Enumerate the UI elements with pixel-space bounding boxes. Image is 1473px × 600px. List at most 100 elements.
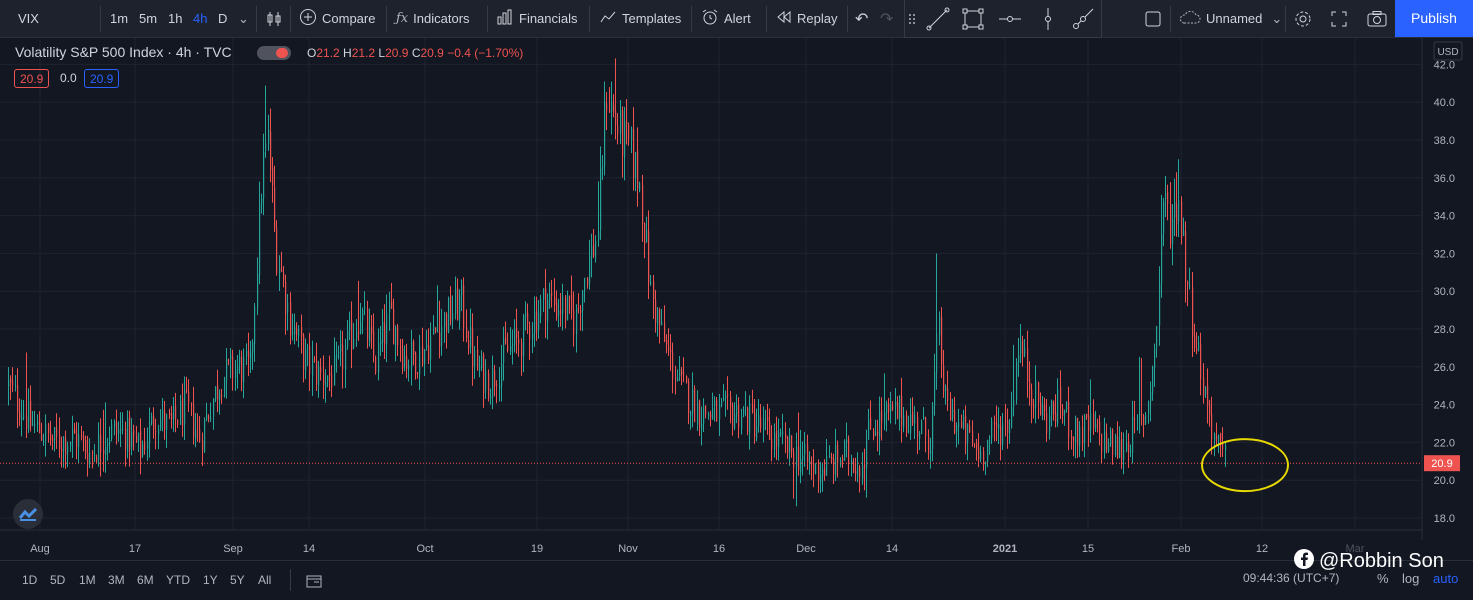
candle-body	[593, 244, 595, 257]
candle-body	[239, 356, 241, 365]
percent-toggle[interactable]: %	[1377, 571, 1389, 586]
time-tick-label: Aug	[30, 543, 50, 555]
eye-toggle[interactable]	[257, 46, 291, 60]
series-title[interactable]: Volatility S&P 500 Index · 4h · TVC	[15, 44, 232, 60]
candle-body	[356, 331, 358, 339]
candle-body	[1198, 342, 1200, 350]
candle-body	[921, 421, 923, 435]
replay-button[interactable]: Replay	[776, 0, 837, 37]
undo-icon[interactable]: ↶	[855, 10, 869, 28]
auto-toggle[interactable]: auto	[1433, 571, 1459, 586]
symbol-label: VIX	[18, 11, 39, 26]
candle-body	[1137, 417, 1139, 419]
timeframe-1h[interactable]: 1h	[168, 11, 183, 26]
ask-badge[interactable]: 20.9	[84, 69, 120, 88]
templates-button[interactable]: Templates	[599, 0, 681, 37]
timeframe-d[interactable]: D	[218, 11, 228, 26]
candle-body	[569, 296, 571, 298]
candle-body	[679, 368, 681, 377]
vertical-line-icon[interactable]	[1035, 6, 1061, 32]
candle-body	[961, 421, 963, 428]
candle-body	[422, 345, 424, 365]
candle-body	[941, 317, 943, 364]
candle-body	[1148, 401, 1150, 415]
time-tick-label: Mar	[1346, 543, 1365, 555]
candle-body	[41, 434, 43, 441]
range-5y[interactable]: 5Y	[230, 573, 245, 587]
candle-body	[642, 184, 644, 224]
candle-body	[177, 420, 179, 425]
price-chart[interactable]: 18.0 20.0 22.0 24.0 26.0 28.0 30.0 32.0 34.0 36.0…	[0, 38, 1473, 560]
indicators-button[interactable]: ƒx Indicators	[396, 0, 470, 37]
candle-body	[972, 431, 974, 444]
rectangle-icon[interactable]	[960, 6, 986, 32]
compare-button[interactable]: Compare	[299, 0, 375, 37]
candle-body	[919, 433, 921, 439]
camera-icon[interactable]	[1366, 0, 1388, 37]
chevron-down-icon[interactable]: ⌄	[238, 11, 249, 26]
candle-body	[727, 394, 729, 396]
range-1y[interactable]: 1Y	[203, 573, 218, 587]
layout-name-button[interactable]: Unnamed ⌄	[1179, 0, 1282, 37]
candle-body	[523, 315, 525, 356]
candle-body	[406, 355, 408, 369]
timeframe-1m[interactable]: 1m	[110, 11, 129, 26]
candle-body	[639, 183, 641, 191]
range-all[interactable]: All	[258, 573, 272, 587]
timeframe-5m[interactable]: 5m	[139, 11, 158, 26]
candle-body	[329, 373, 331, 376]
candle-body	[492, 368, 494, 398]
clock[interactable]: 09:44:36 (UTC+7)	[1243, 571, 1340, 585]
price-scale[interactable]: 18.0 20.0 22.0 24.0 26.0 28.0 30.0 32.0 34.0 36.0…	[1421, 38, 1473, 540]
horizontal-line-icon[interactable]	[997, 6, 1023, 32]
range-3m[interactable]: 3M	[108, 573, 125, 587]
bid-badge[interactable]: 20.9	[14, 69, 50, 88]
candle-body	[204, 420, 206, 452]
candle-body	[347, 330, 349, 347]
timeframe-4h[interactable]: 4h	[193, 11, 208, 26]
range-1m[interactable]: 1M	[79, 573, 96, 587]
ray-icon[interactable]	[1070, 6, 1096, 32]
date-range-icon[interactable]	[305, 561, 323, 599]
candle-body	[488, 372, 490, 399]
range-ytd[interactable]: YTD	[166, 573, 190, 587]
gear-icon[interactable]	[1293, 0, 1313, 37]
trend-line-icon[interactable]	[925, 6, 951, 32]
candle-body	[417, 372, 419, 374]
candle-body	[1218, 435, 1220, 441]
candle-body	[109, 439, 111, 444]
candle-body	[923, 416, 925, 420]
log-toggle[interactable]: log	[1402, 571, 1420, 586]
candle-body	[912, 411, 914, 424]
tradingview-logo-icon[interactable]	[13, 499, 43, 529]
candle-body	[1211, 414, 1213, 440]
candles-icon[interactable]	[265, 0, 283, 37]
range-5d[interactable]: 5D	[50, 573, 66, 587]
candle-body	[312, 358, 314, 377]
redo-icon[interactable]: ↷	[880, 10, 894, 28]
alert-button[interactable]: Alert	[701, 0, 751, 37]
symbol-search[interactable]: VIX	[18, 0, 39, 37]
candle-body	[615, 111, 617, 125]
candle-body	[956, 424, 958, 432]
candle-body	[19, 412, 21, 420]
range-6m[interactable]: 6M	[137, 573, 154, 587]
candle-body	[732, 405, 734, 428]
candle-body	[1110, 430, 1112, 445]
candle-body	[1035, 379, 1037, 408]
drag-handle-icon[interactable]	[907, 6, 917, 32]
financials-button[interactable]: Financials	[496, 0, 578, 37]
candle-body	[844, 441, 846, 461]
candle-body	[455, 288, 457, 314]
candle-body	[166, 414, 168, 430]
close-value: 20.9	[420, 46, 444, 60]
candle-body	[1031, 389, 1033, 407]
fullscreen-icon[interactable]	[1329, 0, 1349, 37]
time-scale[interactable]: Aug 17 Sep 14 Oct 19 Nov 16 Dec 14 2021 15 Feb 12 Mar	[0, 529, 1422, 555]
candle-body	[978, 448, 980, 460]
square-checkbox-icon[interactable]	[1144, 0, 1162, 37]
publish-button[interactable]: Publish	[1395, 0, 1473, 37]
candle-body	[877, 431, 879, 435]
candle-body	[197, 427, 199, 429]
range-1d[interactable]: 1D	[22, 573, 38, 587]
